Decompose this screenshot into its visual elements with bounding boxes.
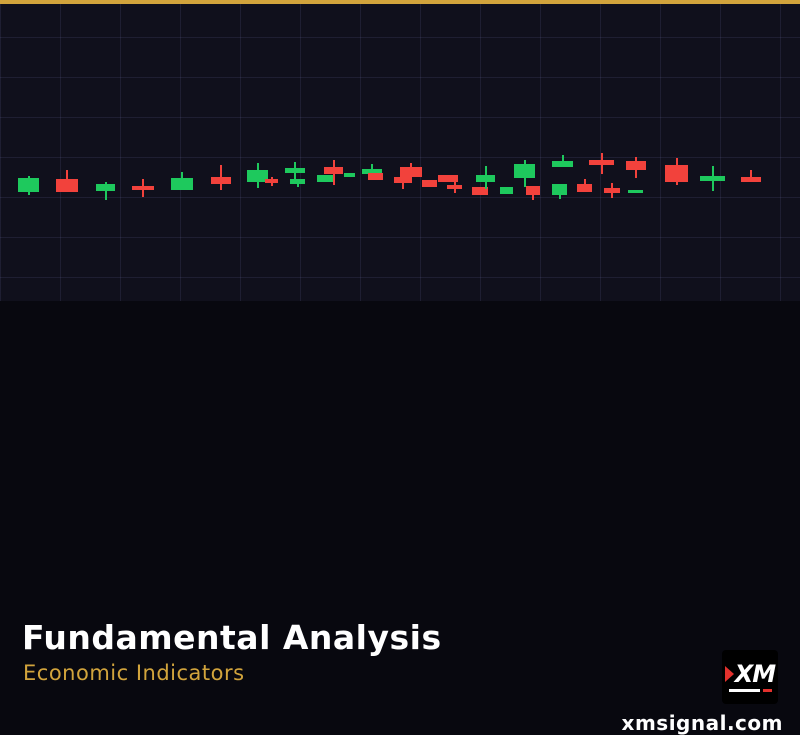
underline-red-segment [762, 689, 772, 692]
candle-wick [750, 170, 752, 182]
candle-body [589, 160, 614, 165]
candle-body [324, 167, 343, 174]
xm-logo-text: XM [734, 660, 776, 688]
candle-wick [402, 177, 404, 189]
candle-body [247, 170, 268, 182]
chart-area [0, 4, 800, 301]
underline-white-segment [728, 689, 760, 692]
candle-body [700, 176, 725, 181]
candle-body [472, 187, 488, 195]
candle-body [362, 169, 382, 174]
candle-body [171, 178, 193, 190]
page-subtitle: Economic Indicators [23, 661, 245, 685]
candle-body [394, 177, 412, 183]
candle-body [56, 179, 78, 192]
candle-body [400, 167, 422, 177]
candle-body [604, 188, 620, 193]
xm-logo-underline [728, 689, 772, 692]
candle-body [447, 185, 462, 189]
candle-body [514, 164, 535, 178]
candle-body [344, 173, 355, 177]
candle-body [577, 184, 592, 192]
candle-body [317, 175, 335, 182]
candle-body [741, 177, 761, 182]
candle-body [18, 178, 39, 192]
candle-body [552, 184, 567, 195]
candle-body [290, 179, 305, 184]
accent-bar [0, 0, 800, 4]
candle-body [552, 161, 573, 167]
candle-body [265, 179, 278, 183]
candle-body [422, 180, 437, 187]
candle-body [438, 175, 458, 182]
page-title: Fundamental Analysis [22, 618, 442, 657]
xm-logo: XM [722, 650, 778, 704]
candle-body [211, 177, 231, 184]
candle-body [285, 168, 305, 173]
xm-logo-row: XM [724, 660, 776, 688]
candle-body [665, 165, 688, 182]
candle-body [526, 186, 540, 195]
candle-body [628, 190, 643, 193]
website-text: xmsignal.com [621, 711, 783, 735]
candle-wick [104, 182, 107, 200]
candle-body [96, 184, 115, 191]
candle-body [626, 161, 646, 170]
candle-body [476, 175, 495, 182]
candle-body [132, 186, 154, 190]
bottom-band: Fundamental Analysis Economic Indicators… [0, 301, 800, 735]
red-arrow-icon [724, 666, 734, 682]
candle-body [500, 187, 513, 194]
candle-body [368, 173, 383, 180]
